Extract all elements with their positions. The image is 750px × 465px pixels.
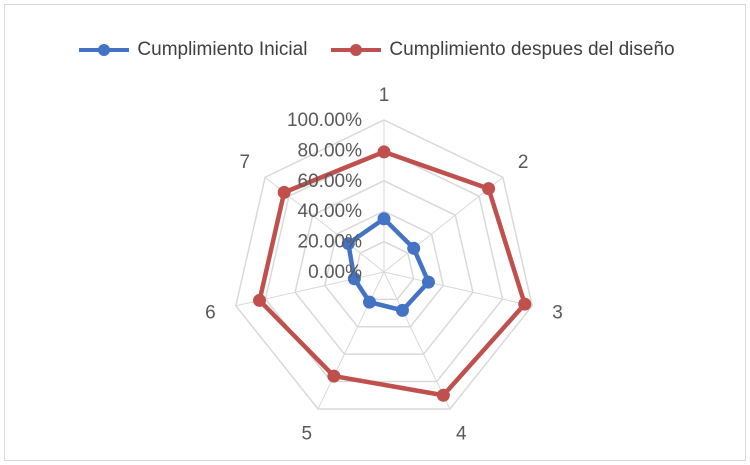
series-2-point-1	[377, 145, 391, 159]
radial-tick-label-5: 100.00%	[287, 110, 362, 131]
category-label-3: 3	[552, 303, 563, 324]
grid-spoke-4	[383, 271, 451, 410]
radial-tick-label-2: 40.00%	[298, 201, 363, 222]
series-1-point-7	[341, 237, 355, 251]
category-label-2: 2	[518, 152, 529, 173]
series-1-point-3	[421, 275, 435, 289]
series-1-point-1	[377, 212, 391, 226]
series-1-point-5	[362, 295, 376, 309]
legend-label-series-1: Cumplimiento Inicial	[137, 39, 308, 60]
grid-spoke-2	[383, 176, 504, 273]
series-2-point-6	[253, 293, 267, 307]
category-label-4: 4	[456, 423, 467, 444]
series-1-point-2	[407, 241, 421, 255]
radial-tick-label-0: 0.00%	[308, 262, 362, 283]
series-1-point-4	[395, 303, 409, 317]
series-2-point-4	[436, 388, 450, 402]
category-label-1: 1	[379, 85, 390, 106]
radial-tick-label-3: 60.00%	[298, 171, 363, 192]
grid-ring-2	[323, 210, 445, 328]
grid-spoke-5	[317, 271, 385, 410]
category-label-5: 5	[301, 423, 312, 444]
series-2-point-7	[277, 185, 291, 199]
series-1-point-6	[347, 272, 361, 286]
grid-ring-4	[264, 149, 504, 383]
legend: Cumplimiento Inicial Cumplimiento despue…	[5, 35, 747, 65]
legend-label-series-2: Cumplimiento despues del diseño	[389, 39, 675, 60]
grid-spoke-3	[383, 271, 533, 307]
radial-tick-label-4: 80.00%	[298, 140, 363, 161]
grid-ring-1	[353, 240, 415, 301]
legend-item-series-1: Cumplimiento Inicial	[77, 39, 307, 61]
series-2-point-3	[518, 297, 532, 311]
category-label-6: 6	[205, 303, 216, 324]
grid-ring-5	[234, 119, 534, 410]
series-line-2	[257, 149, 528, 398]
legend-marker-series-1	[79, 44, 130, 56]
series-2-point-2	[482, 182, 496, 196]
grid-ring-3	[294, 179, 474, 355]
category-label-7: 7	[240, 152, 251, 173]
legend-marker-series-2	[331, 44, 382, 56]
legend-item-series-2: Cumplimiento despues del diseño	[329, 39, 675, 61]
radial-tick-label-1: 20.00%	[298, 232, 363, 253]
series-2-point-5	[327, 369, 341, 383]
